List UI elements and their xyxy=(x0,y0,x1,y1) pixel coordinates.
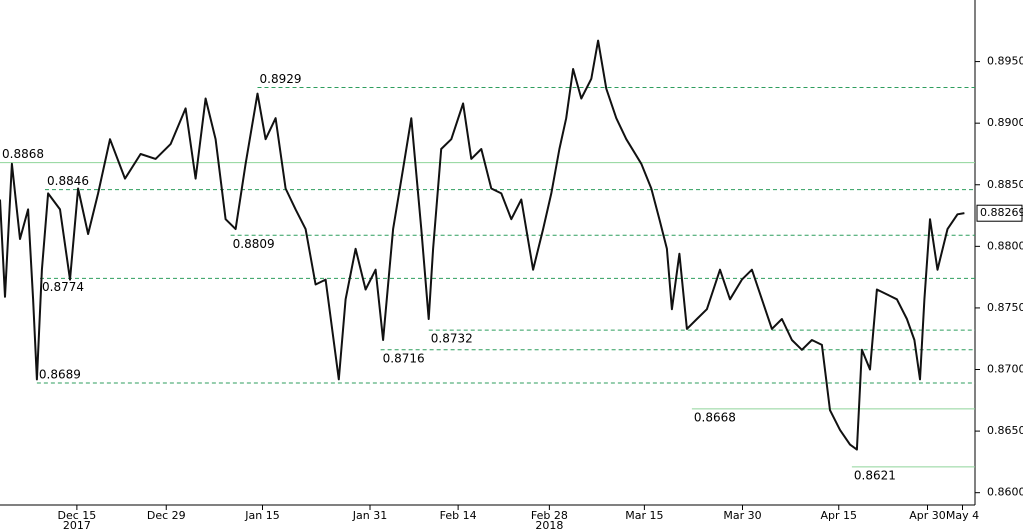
level-label: 0.8621 xyxy=(854,468,896,482)
level-label: 0.8716 xyxy=(383,351,425,365)
x-tick-label: Feb 28 xyxy=(531,509,568,522)
level-label: 0.8689 xyxy=(39,368,81,382)
level-label: 0.8929 xyxy=(260,72,302,86)
x-tick-label: Apr 30 xyxy=(909,509,946,522)
level-label: 0.8868 xyxy=(2,147,44,161)
x-tick-label: May 4 xyxy=(946,509,979,522)
level-label: 0.8846 xyxy=(47,174,89,188)
y-tick-label: 0.89500 xyxy=(987,55,1023,68)
last-price-label: 0.88269 xyxy=(980,206,1023,219)
x-tick-label: Feb 14 xyxy=(440,509,477,522)
x-tick-label: Jan 15 xyxy=(244,509,279,522)
x-tick-label: Jan 31 xyxy=(352,509,387,522)
level-label: 0.8668 xyxy=(694,410,736,424)
x-year-label: 2017 xyxy=(63,519,91,529)
price-line xyxy=(0,39,965,451)
x-tick-label: Apr 15 xyxy=(820,509,857,522)
x-tick-label: Dec 29 xyxy=(147,509,186,522)
level-label: 0.8809 xyxy=(233,237,275,251)
x-tick-label: Dec 15 xyxy=(57,509,96,522)
level-label: 0.8774 xyxy=(42,280,84,294)
x-tick-label: Mar 15 xyxy=(625,509,663,522)
level-label: 0.8732 xyxy=(431,332,473,346)
x-tick-label: Mar 30 xyxy=(723,509,761,522)
last-price-tag xyxy=(976,204,1023,222)
x-year-label: 2018 xyxy=(535,519,563,529)
